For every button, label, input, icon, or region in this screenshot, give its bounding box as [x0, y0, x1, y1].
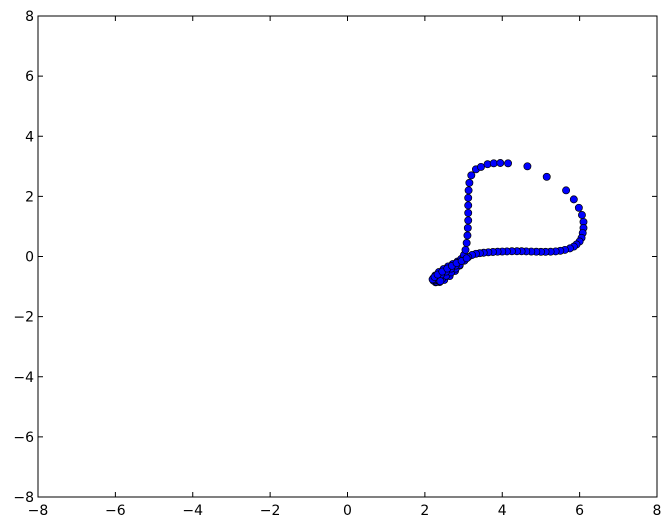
data-point: [562, 186, 571, 195]
y-tick-label: −2: [13, 310, 34, 326]
x-tick-label: 4: [498, 503, 507, 519]
x-tick-label: 0: [343, 503, 352, 519]
data-point: [467, 171, 476, 180]
y-tick-label: 6: [25, 69, 34, 85]
data-point: [464, 208, 473, 217]
data-point: [464, 186, 473, 195]
data-point: [477, 162, 485, 171]
x-tick-label: −4: [182, 503, 203, 519]
data-point: [462, 239, 471, 247]
data-point: [496, 159, 505, 167]
data-point: [463, 231, 472, 240]
data-point: [504, 159, 512, 168]
y-axis: −8 −6 −4 −2 0 2 4 6 8: [13, 9, 34, 506]
y-tick-label: 2: [25, 189, 34, 205]
data-point: [464, 216, 473, 225]
y-tick-label: −4: [13, 370, 34, 386]
x-tick-label: −8: [28, 503, 49, 519]
x-axis: −8 −6 −4 −2 0 2 4 6 8: [28, 503, 662, 519]
x-tick-label: 8: [653, 503, 662, 519]
y-tick-label: 8: [25, 9, 34, 25]
y-tick-label: −8: [13, 490, 34, 506]
data-point: [463, 223, 472, 232]
y-tick-label: −6: [13, 430, 34, 446]
data-point: [578, 211, 586, 219]
y-tick-label: 4: [25, 129, 34, 145]
axis-ticks: [37, 15, 658, 498]
y-tick-label: 0: [25, 250, 34, 266]
x-tick-label: −2: [260, 503, 281, 519]
data-point: [574, 203, 583, 212]
data-point: [461, 245, 470, 254]
data-point: [462, 254, 471, 263]
data-point: [465, 178, 474, 187]
x-tick-label: 2: [420, 503, 429, 519]
data-point: [436, 277, 445, 286]
x-tick-label: −6: [105, 503, 126, 519]
x-tick-label: 6: [575, 503, 584, 519]
data-point: [464, 201, 473, 210]
data-points: [428, 159, 588, 287]
data-point: [489, 159, 498, 168]
data-point: [542, 172, 551, 181]
plot-area: [38, 16, 657, 497]
data-point: [464, 193, 473, 202]
data-point: [569, 195, 578, 204]
data-point: [523, 162, 532, 171]
